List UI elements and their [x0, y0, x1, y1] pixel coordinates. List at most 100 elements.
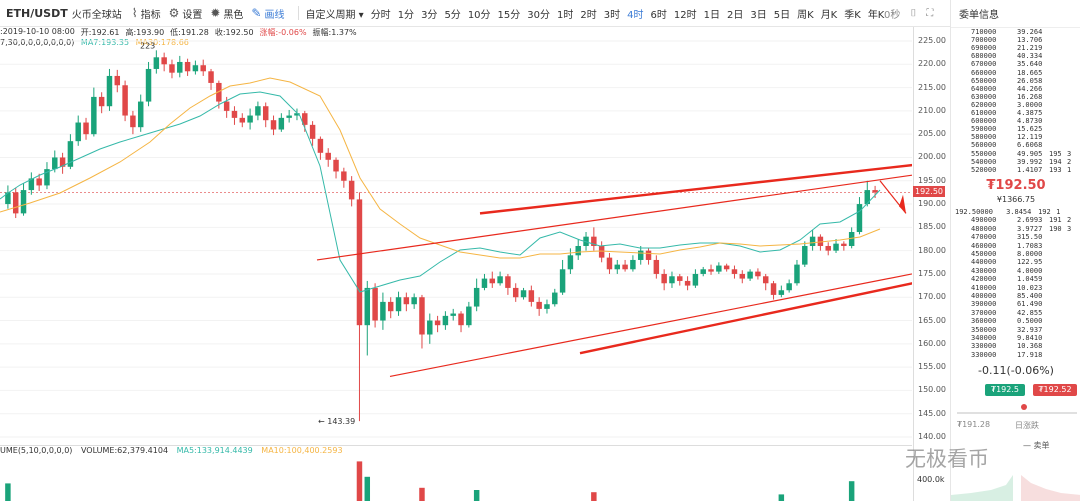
ask-row[interactable]: 700000 13.706 — [971, 36, 1049, 44]
period-list: 分时 1分 3分 5分 10分 15分 30分 1时 2时 3时 4时 6时 12时 1日 2日 3日 5日 周K… — [371, 6, 892, 21]
candle-body — [497, 276, 503, 284]
candle-body — [637, 250, 644, 260]
candle-body — [567, 255, 574, 270]
period-4[interactable]: 10分 — [467, 9, 491, 21]
period-13[interactable]: 1日 — [703, 9, 720, 21]
candle-body — [270, 120, 277, 130]
bid-row[interactable]: 400000 85.400 — [971, 292, 1049, 300]
theme-button[interactable]: ✹ 黑色 — [210, 6, 243, 21]
orderbook-amount: 21.219 — [1017, 44, 1043, 53]
orderbook-price: 660000 — [971, 68, 997, 77]
bid-row[interactable]: 340000 9.8410 — [971, 334, 1049, 342]
candle-body — [44, 169, 50, 186]
bid-row[interactable]: 390000 61.490 — [971, 300, 1049, 308]
bid-row[interactable]: 460000 1.7083 — [971, 242, 1049, 250]
last-price: ₮192.50 — [986, 178, 1046, 193]
ask-row[interactable]: 610000 4.3875 — [971, 109, 1049, 117]
ask-row[interactable]: 670000 35.640 — [971, 60, 1049, 68]
ask-row[interactable]: 710000 39.264 — [971, 28, 1049, 36]
candle-body — [372, 287, 378, 321]
period-9[interactable]: 3时 — [603, 9, 621, 21]
draw-line-button[interactable]: ✎ 画线 — [251, 6, 284, 21]
settings-button[interactable]: ⚙ 设置 — [169, 6, 203, 21]
orderbook-amount: 122.95 — [1017, 258, 1043, 267]
indicator-button[interactable]: ⌇ 指标 — [132, 6, 161, 21]
period-16[interactable]: 5日 — [773, 9, 791, 21]
candlestick-chart[interactable]: ← 143.39 223 — [0, 27, 912, 445]
y-tick-label: 200.00 — [918, 152, 946, 162]
candle-body — [450, 313, 456, 316]
ask-row[interactable]: 600000 4.8730 — [971, 117, 1049, 125]
ask-row[interactable]: 680000 40.334 — [971, 52, 1049, 60]
sell-price-button[interactable]: ₮192.52 — [1033, 384, 1077, 396]
range-low: ₮191.28 — [957, 420, 991, 429]
bid-row[interactable]: 480000 3.9727 190 3 — [971, 225, 1080, 233]
bid-row[interactable]: 350000 32.937 — [971, 326, 1049, 334]
candle-body — [770, 283, 777, 295]
bid-row[interactable]: 490000 2.6993 191 2 — [971, 216, 1080, 224]
bid-row[interactable]: 360000 0.5000 — [971, 317, 1049, 325]
orderbook-amount: 9.8410 — [1017, 334, 1043, 342]
period-20[interactable]: 年K — [867, 9, 885, 21]
bid-row[interactable]: 330000 17.918 — [971, 351, 1049, 359]
candle-body — [286, 115, 292, 118]
buy-price-button[interactable]: ₮192.5 — [985, 384, 1025, 396]
period-12[interactable]: 12时 — [673, 9, 697, 21]
candle-body — [716, 265, 722, 272]
indicator-icon: ⌇ — [131, 6, 138, 20]
candle-body — [434, 320, 441, 326]
volume-axis-label: 400.0k — [917, 475, 945, 484]
period-15[interactable]: 3日 — [750, 9, 767, 21]
volume-chart — [5, 461, 855, 501]
period-1[interactable]: 1分 — [397, 9, 415, 21]
bid-row[interactable]: 192.50000 3.8454 192 1 — [955, 208, 1074, 216]
custom-period-dropdown[interactable]: 自定义周期 ▾ — [305, 9, 364, 21]
period-3[interactable]: 5分 — [444, 9, 461, 21]
period-0[interactable]: 分时 — [370, 9, 391, 21]
orderbook-amount: 3.8454 — [1006, 208, 1032, 216]
period-11[interactable]: 6时 — [650, 9, 667, 21]
ask-row[interactable]: 620000 3.0000 — [971, 101, 1049, 109]
ask-row[interactable]: 580000 12.119 — [971, 133, 1049, 141]
y-tick-label: 195.00 — [918, 175, 946, 185]
bid-row[interactable]: 450000 8.0000 — [971, 250, 1049, 258]
ask-row[interactable]: 590000 15.625 — [971, 125, 1049, 133]
candle-body — [387, 301, 394, 312]
bid-row[interactable]: 370000 42.855 — [971, 309, 1049, 317]
bid-row[interactable]: 430000 4.0000 — [971, 267, 1049, 275]
ask-row[interactable]: 660000 18.665 — [971, 69, 1049, 77]
candle-body — [200, 65, 206, 72]
ask-row[interactable]: 560000 6.6068 — [971, 141, 1049, 149]
ask-row[interactable]: 690000 21.219 — [971, 44, 1049, 52]
ask-row[interactable]: 540000 39.992 194 2 — [971, 158, 1080, 166]
candle-body — [747, 271, 753, 279]
period-8[interactable]: 2时 — [580, 9, 597, 21]
low-annotation: ← 143.39 — [318, 417, 355, 426]
period-2[interactable]: 3分 — [421, 9, 438, 21]
bid-row[interactable]: 470000 315.50 — [971, 233, 1049, 241]
period-14[interactable]: 2日 — [727, 9, 744, 21]
ask-row[interactable]: 640000 44.266 — [971, 85, 1049, 93]
ask-row[interactable]: 630000 16.268 — [971, 93, 1049, 101]
camera-icon[interactable]: ⌷ — [910, 7, 917, 19]
bid-row[interactable]: 440000 122.95 — [971, 258, 1049, 266]
orderbook-amount: 4.8730 — [1017, 117, 1043, 126]
period-18[interactable]: 月K — [820, 9, 838, 21]
bid-row[interactable]: 330000 10.368 — [971, 342, 1049, 350]
candle-body — [59, 157, 66, 167]
pair-name[interactable]: ETH/USDT — [6, 6, 68, 20]
period-10[interactable]: 4时 — [627, 9, 644, 21]
fullscreen-icon[interactable]: ⛶ — [926, 7, 934, 19]
ask-row[interactable]: 650000 26.058 — [971, 77, 1049, 85]
period-7[interactable]: 1时 — [557, 9, 574, 21]
period-17[interactable]: 周K — [797, 9, 814, 21]
ask-row[interactable]: 520000 1.4107 193 1 — [971, 166, 1080, 174]
orderbook-amount: 61.490 — [1017, 300, 1043, 309]
bid-row[interactable]: 420000 1.0459 — [971, 275, 1049, 283]
orderbook-level: 192 — [1038, 208, 1051, 216]
bid-row[interactable]: 410000 10.023 — [971, 284, 1049, 292]
period-19[interactable]: 季K — [844, 9, 861, 21]
period-6[interactable]: 30分 — [527, 9, 551, 21]
ask-row[interactable]: 550000 49.905 195 3 — [971, 150, 1080, 158]
period-5[interactable]: 15分 — [497, 9, 521, 21]
